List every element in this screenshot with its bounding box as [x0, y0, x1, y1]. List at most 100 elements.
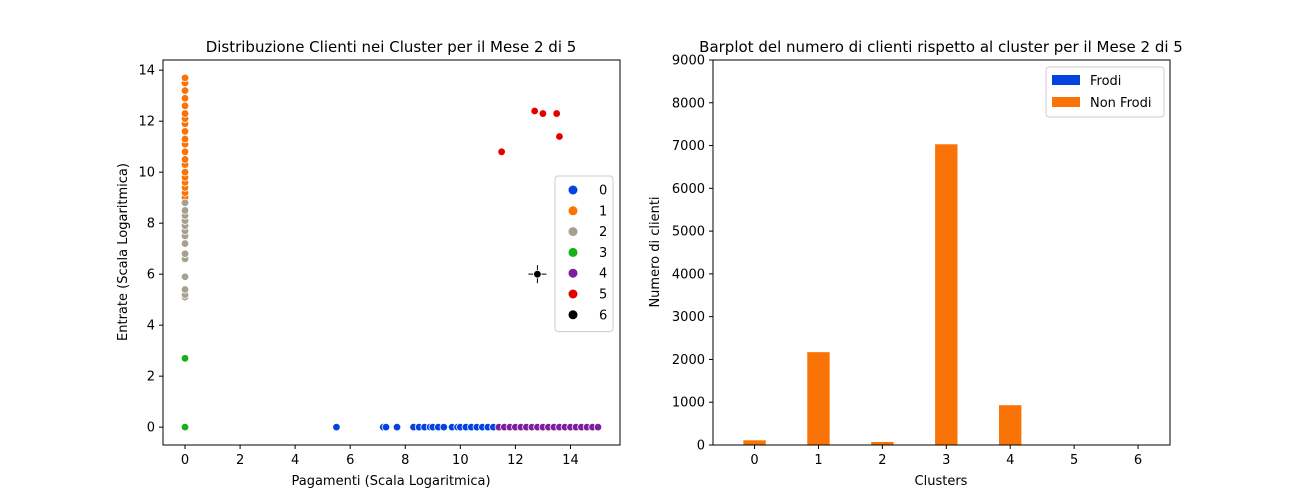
bar-plot-area — [743, 144, 1022, 445]
bar-y-axis-label: Numero di clienti — [648, 196, 663, 307]
y-tick-label: 2000 — [672, 353, 705, 368]
scatter-point — [180, 285, 190, 294]
y-tick-label: 9000 — [672, 54, 705, 69]
bar — [871, 442, 894, 445]
scatter-point — [180, 94, 190, 103]
scatter-point — [180, 167, 190, 177]
legend-marker — [568, 310, 578, 320]
bar-y-ticks: 0 1000 2000 3000 4000 5000 6000 7000 8000 9000 — [672, 54, 713, 454]
legend-marker — [568, 268, 578, 278]
bar-title: Barplot del numero di clienti rispetto a… — [699, 38, 1183, 56]
legend-label: Non Frodi — [1090, 96, 1151, 111]
scatter-point — [180, 354, 190, 363]
scatter-legend: 0 1 2 3 4 5 6 — [554, 175, 614, 333]
scatter-y-ticks: 0 2 4 6 8 10 12 14 — [138, 64, 163, 436]
scatter-x-axis-label: Pagamenti (Scala Logaritmica) — [291, 474, 490, 489]
scatter-title: Distribuzione Clienti nei Cluster per il… — [206, 38, 577, 56]
x-tick-label: 0 — [750, 453, 758, 468]
x-tick-label: 2 — [236, 453, 244, 468]
y-tick-label: 8 — [147, 217, 155, 232]
x-tick-label: 1 — [814, 453, 822, 468]
scatter-x-ticks: 0 2 4 6 8 10 12 14 — [181, 445, 579, 468]
scatter-point — [180, 155, 190, 164]
x-tick-label: 0 — [181, 453, 189, 468]
x-tick-label: 10 — [452, 453, 469, 468]
bar-frame — [712, 59, 1171, 446]
scatter-point — [552, 109, 561, 118]
scatter-point — [555, 132, 564, 141]
bar — [999, 405, 1022, 445]
bar-x-ticks: 0 1 2 3 4 5 6 — [750, 445, 1142, 468]
scatter-point — [497, 147, 506, 156]
y-tick-label: 14 — [138, 64, 155, 79]
legend-marker — [568, 247, 578, 257]
legend-label: 3 — [599, 246, 607, 261]
bar-x-axis-label: Clusters — [915, 474, 968, 489]
legend-marker — [568, 227, 578, 237]
y-tick-label: 6 — [147, 268, 155, 283]
x-tick-label: 8 — [401, 453, 409, 468]
y-tick-label: 7000 — [672, 139, 705, 154]
x-tick-label: 3 — [942, 453, 950, 468]
scatter-point — [180, 239, 190, 248]
x-tick-label: 2 — [878, 453, 886, 468]
legend-label: 5 — [599, 288, 607, 303]
scatter-point — [180, 206, 190, 215]
scatter-chart: Distribuzione Clienti nei Cluster per il… — [116, 38, 621, 489]
y-tick-label: 5000 — [672, 225, 705, 240]
legend-label: 1 — [599, 204, 607, 219]
scatter-frame — [162, 59, 621, 446]
scatter-point — [180, 198, 190, 207]
scatter-point — [180, 127, 190, 136]
y-tick-label: 1000 — [672, 396, 705, 411]
scatter-point — [533, 269, 542, 279]
y-tick-label: 8000 — [672, 96, 705, 111]
y-tick-label: 4 — [147, 319, 155, 334]
y-tick-label: 2 — [147, 370, 155, 385]
bar — [935, 144, 958, 445]
scatter-point — [180, 272, 190, 281]
y-tick-label: 10 — [138, 166, 155, 181]
scatter-point — [180, 73, 190, 83]
legend-marker — [568, 185, 578, 195]
scatter-y-axis-label: Entrate (Scala Logaritmica) — [116, 163, 131, 341]
y-tick-label: 12 — [138, 115, 155, 130]
x-tick-label: 12 — [507, 453, 524, 468]
legend-label: 6 — [599, 308, 607, 323]
scatter-point — [392, 422, 402, 432]
y-tick-label: 0 — [147, 421, 155, 436]
legend-label: 0 — [599, 184, 607, 199]
scatter-point — [538, 109, 548, 118]
legend-swatch — [1052, 75, 1080, 85]
scatter-point — [180, 147, 190, 156]
scatter-point — [180, 134, 190, 144]
x-tick-label: 4 — [1006, 453, 1014, 468]
x-tick-label: 4 — [291, 453, 299, 468]
y-tick-label: 3000 — [672, 310, 705, 325]
legend-label: Frodi — [1090, 74, 1121, 89]
scatter-point — [439, 422, 449, 432]
y-tick-label: 6000 — [672, 182, 705, 197]
x-tick-label: 14 — [562, 453, 579, 468]
bar — [743, 440, 766, 445]
legend-swatch — [1052, 97, 1080, 107]
scatter-point — [381, 422, 391, 432]
scatter-point — [180, 101, 190, 111]
legend-label: 4 — [599, 267, 607, 282]
scatter-plot-area — [180, 73, 603, 432]
scatter-point — [593, 422, 603, 432]
y-tick-label: 0 — [697, 439, 705, 454]
legend-marker — [568, 289, 578, 299]
bar — [807, 352, 830, 445]
bar-legend: Frodi Non Frodi — [1045, 66, 1165, 118]
y-tick-label: 4000 — [672, 267, 705, 282]
scatter-point — [332, 422, 341, 432]
scatter-point — [530, 106, 539, 116]
scatter-point — [180, 422, 190, 432]
x-tick-label: 5 — [1070, 453, 1078, 468]
x-tick-label: 6 — [1134, 453, 1142, 468]
x-tick-label: 6 — [346, 453, 354, 468]
legend-marker — [568, 206, 578, 216]
bar-chart: Barplot del numero di clienti rispetto a… — [648, 38, 1183, 489]
